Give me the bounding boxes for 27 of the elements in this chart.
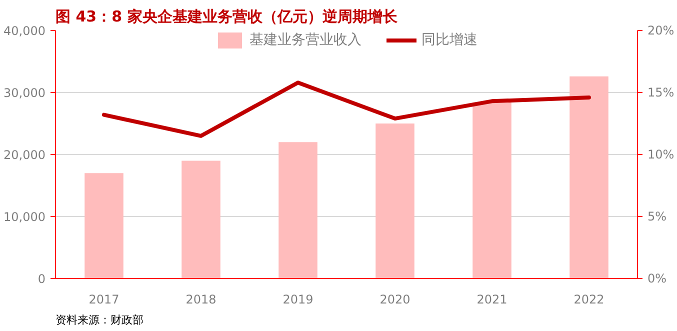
bar [84, 173, 124, 278]
bar [278, 142, 318, 278]
x-tick-label: 2021 [476, 292, 508, 306]
bar [376, 124, 414, 278]
bar [472, 102, 512, 278]
y-tick-label: 30,000 [4, 86, 46, 100]
y-tick-label: 10,000 [4, 210, 46, 224]
y2-tick-label: 20% [648, 24, 674, 38]
x-tick-label: 2020 [380, 292, 410, 306]
y2-tick-label: 10% [648, 148, 674, 162]
legend-label: 同比增速 [422, 31, 478, 49]
text: 资料来源：财政部 [56, 314, 144, 326]
y2-tick-label: 15% [648, 86, 674, 100]
y-tick-label: 0 [38, 272, 46, 286]
legend-label: 基建业务营业收入 [250, 31, 362, 49]
line-series [102, 80, 591, 138]
y2-tick-label: 0% [648, 272, 667, 286]
y2-tick-label: 5% [648, 210, 667, 224]
y-tick-label: 40,000 [4, 24, 46, 38]
y-tick-label: 20,000 [4, 148, 46, 162]
x-tick-label: 2019 [282, 292, 314, 306]
bar [182, 160, 220, 278]
bar [570, 76, 608, 278]
x-tick-label: 2017 [88, 292, 120, 306]
x-tick-label: 2022 [574, 292, 604, 306]
chart-title: 图 43：8 家央企基建业务营收（亿元）逆周期增长 [56, 8, 398, 26]
x-tick-label: 2018 [186, 292, 216, 306]
